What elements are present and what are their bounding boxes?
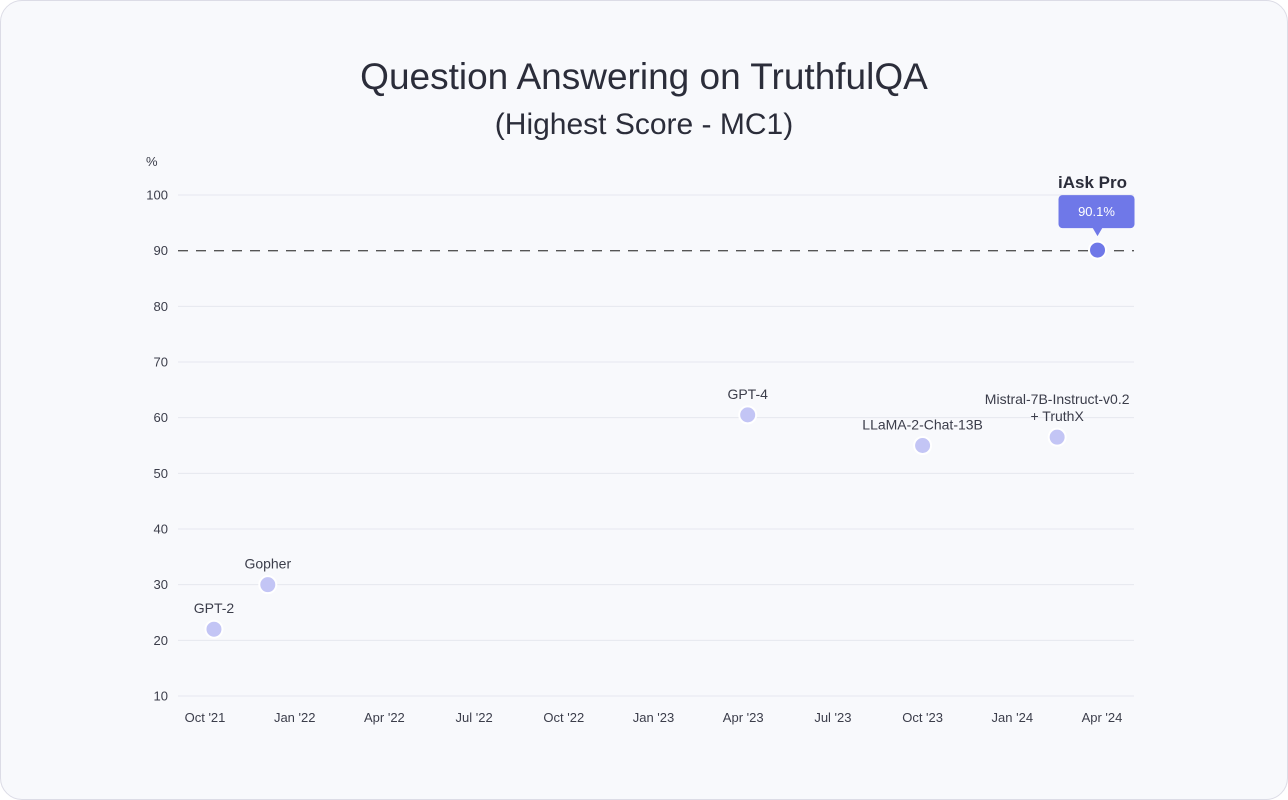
x-tick-label: Jan '23 xyxy=(633,710,675,725)
value-callout-box xyxy=(1058,195,1135,229)
y-axis-label: % xyxy=(146,154,158,169)
value-callout-pointer xyxy=(1092,227,1103,237)
y-tick-label: 10 xyxy=(154,689,168,704)
y-tick-labels: 10 20 30 40 50 60 70 80 90 100 xyxy=(146,188,168,704)
y-tick-label: 80 xyxy=(154,299,168,314)
x-tick-label: Apr '22 xyxy=(364,710,405,725)
x-tick-label: Oct '23 xyxy=(902,710,943,725)
x-tick-label: Oct '22 xyxy=(543,710,584,725)
data-point-label: LLaMA-2-Chat-13B xyxy=(862,417,983,433)
y-tick-label: 30 xyxy=(154,577,168,592)
x-tick-label: Jul '22 xyxy=(456,710,493,725)
chart-title: Question Answering on TruthfulQA xyxy=(360,56,928,97)
data-point xyxy=(1047,427,1067,447)
x-tick-label: Oct '21 xyxy=(185,710,226,725)
y-tick-label: 20 xyxy=(154,633,168,648)
data-points: GPT-2 Gopher GPT-4 LLaMA-2-Chat-13BMistral-… xyxy=(194,173,1135,639)
data-point-label: Gopher xyxy=(244,556,291,572)
x-tick-label: Jan '22 xyxy=(274,710,316,725)
x-tick-label: Apr '24 xyxy=(1082,710,1123,725)
y-tick-label: 60 xyxy=(154,410,168,425)
x-tick-label: Jul '23 xyxy=(814,710,851,725)
y-tick-label: 50 xyxy=(154,466,168,481)
highlight-data-point xyxy=(1088,240,1108,260)
data-point-label: Mistral-7B-Instruct-v0.2 + TruthX xyxy=(985,391,1130,424)
x-tick-labels: Oct '21 Jan '22 Apr '22 Jul '22 Oct '22 Jan '… xyxy=(185,710,1123,725)
y-tick-label: 70 xyxy=(154,355,168,370)
y-tick-label: 40 xyxy=(154,522,168,537)
x-tick-label: Apr '23 xyxy=(723,710,764,725)
y-tick-label: 100 xyxy=(146,188,168,203)
y-tick-label: 90 xyxy=(154,243,168,258)
data-point xyxy=(204,619,224,639)
data-point xyxy=(258,575,278,595)
grid-lines xyxy=(178,194,1134,697)
data-point xyxy=(738,405,758,425)
value-callout-label: 90.1% xyxy=(1078,204,1115,219)
x-tick-label: Jan '24 xyxy=(992,710,1034,725)
data-point-label: GPT-4 xyxy=(727,386,768,402)
chart-subtitle: (Highest Score - MC1) xyxy=(494,108,794,141)
highlight-point-label: iAsk Pro xyxy=(1058,173,1127,192)
data-point-label: GPT-2 xyxy=(194,600,235,616)
data-point xyxy=(913,436,933,455)
